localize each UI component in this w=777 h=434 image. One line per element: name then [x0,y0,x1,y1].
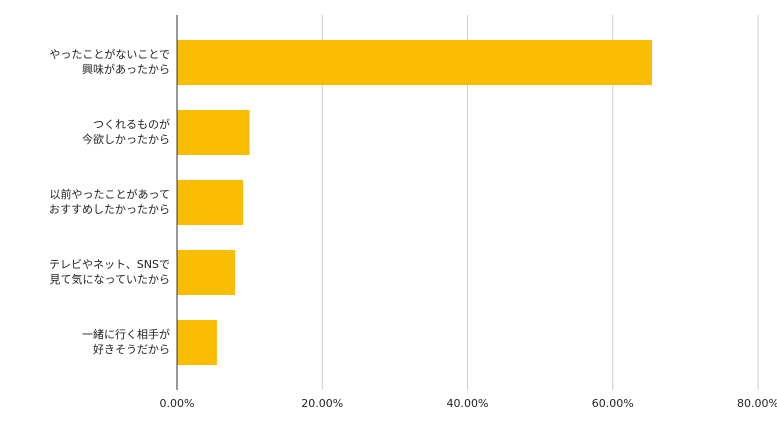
bar [177,40,652,85]
label-line: 以前やったことがあって [50,187,170,201]
label-line: 見て気になっていたから [50,272,170,286]
label-line: テレビやネット、SNSで [49,258,170,271]
bar [177,320,217,365]
label-line: おすすめしたかったから [49,203,170,216]
y-tick-label: やったことがないことで興味があったから [49,47,170,76]
x-tick-label: 0.00% [160,397,195,410]
y-tick-label: テレビやネット、SNSで見て気になっていたから [49,258,170,286]
label-line: 一緒に行く相手が [82,327,170,341]
label-line: つくれるものが [93,117,170,131]
y-tick-label: 一緒に行く相手が好きそうだから [82,327,170,356]
y-tick-label: 以前やったことがあっておすすめしたかったから [49,187,170,216]
label-line: やったことがないことで [49,47,170,61]
x-tick-label: 40.00% [447,397,489,410]
label-line: 今欲しかったから [82,132,170,146]
bar [177,180,244,225]
label-line: 興味があったから [82,62,170,76]
bar [177,250,236,295]
label-line: 好きそうだから [93,342,170,356]
x-tick-label: 60.00% [592,397,634,410]
y-tick-label: つくれるものが今欲しかったから [82,117,170,146]
x-tick-label: 20.00% [301,397,343,410]
x-tick-label: 80.00% [737,397,777,410]
bar [177,110,250,155]
